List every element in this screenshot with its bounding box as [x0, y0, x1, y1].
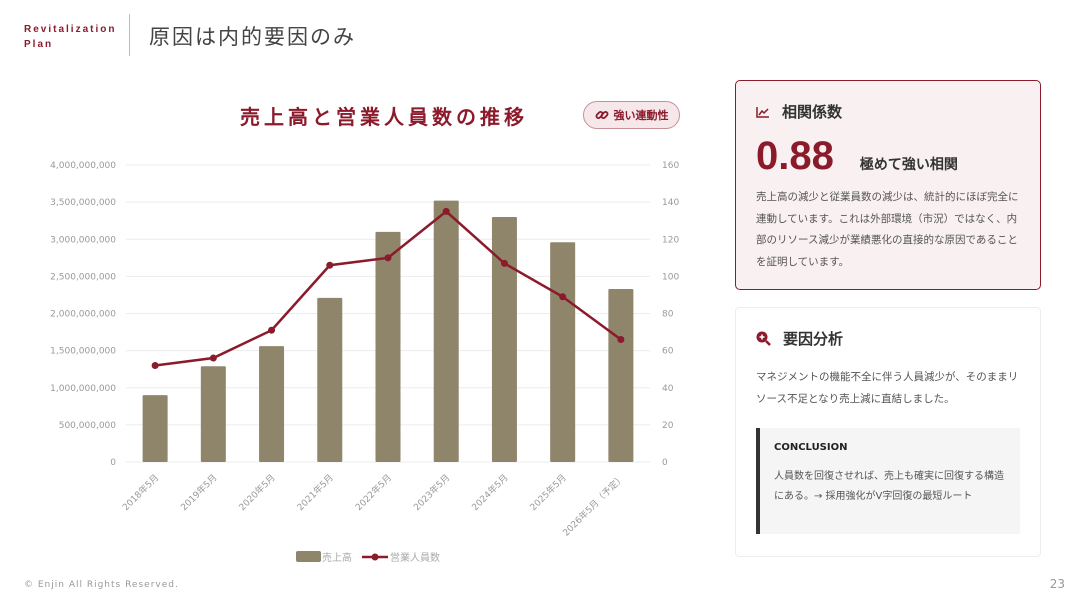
left-tick-label: 1,000,000,000: [50, 384, 116, 394]
x-tick-label: 2026年5月（予定）: [560, 472, 627, 539]
left-tick-label: 3,500,000,000: [50, 198, 116, 208]
bar-3: [317, 297, 343, 462]
bar-0: [142, 395, 168, 462]
x-tick-label: 2018年5月: [120, 472, 161, 513]
correlation-card: 相関係数 0.88 極めて強い相関 売上高の減少と従業員数の減少は、統計的にほぼ完…: [735, 80, 1041, 290]
brand-line1: Revitalization: [24, 24, 117, 35]
link-icon: [595, 111, 608, 119]
page-title: 原因は内的要因のみ: [149, 25, 356, 49]
bar-5: [433, 200, 459, 462]
correlation-body: 売上高の減少と従業員数の減少は、統計的にほぼ完全に連動しています。これは外部環境…: [756, 191, 1019, 268]
conclusion-title: CONCLUSION: [774, 442, 848, 453]
line-point-2: [268, 326, 276, 334]
legend-line-marker: [371, 553, 379, 561]
legend-bar-swatch: [296, 551, 321, 562]
left-tick-label: 2,500,000,000: [50, 272, 116, 282]
left-tick-label: 500,000,000: [59, 421, 117, 431]
x-tick-label: 2025年5月: [527, 472, 568, 513]
correlation-value: 0.88: [756, 134, 834, 178]
x-tick-label: 2023年5月: [411, 472, 452, 513]
left-tick-label: 2,000,000,000: [50, 310, 116, 320]
bar-8: [608, 288, 634, 462]
search-plus-icon: [756, 331, 771, 346]
correlation-label: 極めて強い相関: [859, 157, 958, 173]
header-divider: [129, 14, 130, 56]
analysis-card: 要因分析 マネジメントの機能不全に伴う人員減少が、そのままリソース不足となり売上…: [735, 307, 1041, 557]
line-point-8: [617, 335, 625, 343]
copyright: © Enjin All Rights Reserved.: [24, 580, 179, 590]
bar-4: [375, 231, 401, 462]
x-tick-label: 2022年5月: [353, 472, 394, 513]
line-point-6: [500, 259, 508, 267]
legend-bar-label: 売上高: [322, 551, 352, 564]
line-point-4: [384, 254, 392, 262]
line-point-5: [442, 207, 450, 215]
line-chart-icon: [756, 106, 769, 118]
right-tick-label: 140: [662, 198, 679, 208]
combo-chart: 0 0 500,000,000 20 1,000,000,000 40 1,500,000,…: [50, 161, 679, 564]
bar-2: [259, 346, 285, 462]
right-tick-label: 80: [662, 310, 674, 320]
analysis-body: マネジメントの機能不全に伴う人員減少が、そのままリソース不足となり売上減に直結し…: [756, 371, 1019, 405]
line-point-1: [209, 354, 217, 362]
badge-label: 強い連動性: [613, 109, 669, 122]
left-tick-label: 1,500,000,000: [50, 347, 116, 357]
x-tick-label: 2020年5月: [236, 472, 277, 513]
x-tick-label: 2021年5月: [294, 472, 335, 513]
bar-1: [200, 366, 226, 462]
line-point-0: [151, 361, 159, 369]
right-tick-label: 20: [662, 421, 674, 431]
correlation-title: 相関係数: [782, 103, 843, 121]
bar-7: [550, 242, 576, 462]
conclusion-box: CONCLUSION 人員数を回復させれば、売上も確実に回復する構造にある。→ …: [756, 428, 1020, 534]
analysis-title: 要因分析: [783, 330, 844, 348]
right-tick-label: 100: [662, 272, 679, 282]
right-tick-label: 40: [662, 384, 674, 394]
conclusion-body: 人員数を回復させれば、売上も確実に回復する構造にある。→ 採用強化がV字回復の最…: [774, 471, 1004, 502]
line-point-3: [326, 261, 334, 269]
left-tick-label: 4,000,000,000: [50, 161, 116, 171]
legend-line-label: 営業人員数: [390, 551, 440, 564]
right-tick-label: 60: [662, 347, 674, 357]
correlation-badge: 強い連動性: [583, 101, 680, 129]
x-tick-label: 2024年5月: [469, 472, 510, 513]
right-tick-label: 160: [662, 161, 679, 171]
page-number: 23: [1049, 577, 1065, 591]
x-tick-label: 2019年5月: [178, 472, 219, 513]
left-tick-label: 0: [110, 458, 116, 468]
bar-6: [491, 216, 517, 462]
right-tick-label: 120: [662, 235, 679, 245]
brand-line2: Plan: [24, 39, 54, 50]
brand-logo: Revitalization Plan: [24, 22, 116, 52]
left-tick-label: 3,000,000,000: [50, 235, 116, 245]
right-tick-label: 0: [662, 458, 668, 468]
chart-title: 売上高と営業人員数の推移: [240, 105, 528, 129]
line-point-7: [559, 293, 567, 301]
